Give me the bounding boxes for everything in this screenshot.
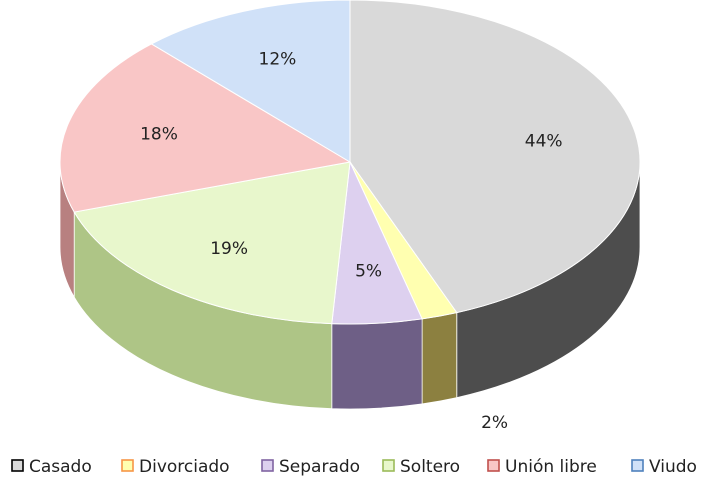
slice-side xyxy=(421,312,458,405)
data-label: 19% xyxy=(210,239,248,259)
slice xyxy=(349,0,641,314)
legend-label: Unión libre xyxy=(505,457,597,477)
legend-label: Soltero xyxy=(400,457,460,477)
legend-swatch xyxy=(261,459,274,472)
slice xyxy=(73,161,351,325)
data-label: 2% xyxy=(481,413,508,433)
data-label: 44% xyxy=(525,131,563,151)
legend-label: Divorciado xyxy=(139,457,230,477)
slice xyxy=(150,0,351,163)
data-label: 12% xyxy=(259,50,297,70)
data-label: 18% xyxy=(140,125,178,145)
slice xyxy=(59,43,352,213)
legend-swatch xyxy=(382,459,395,472)
legend-label: Viudo xyxy=(649,457,697,477)
legend-swatch xyxy=(487,459,500,472)
legend-swatch xyxy=(11,459,24,472)
legend-swatch xyxy=(631,459,644,472)
legend-label: Casado xyxy=(29,457,92,477)
legend-swatch xyxy=(121,459,134,472)
legend-label: Separado xyxy=(279,457,360,477)
data-label: 5% xyxy=(355,262,382,282)
slice-side xyxy=(331,318,423,410)
